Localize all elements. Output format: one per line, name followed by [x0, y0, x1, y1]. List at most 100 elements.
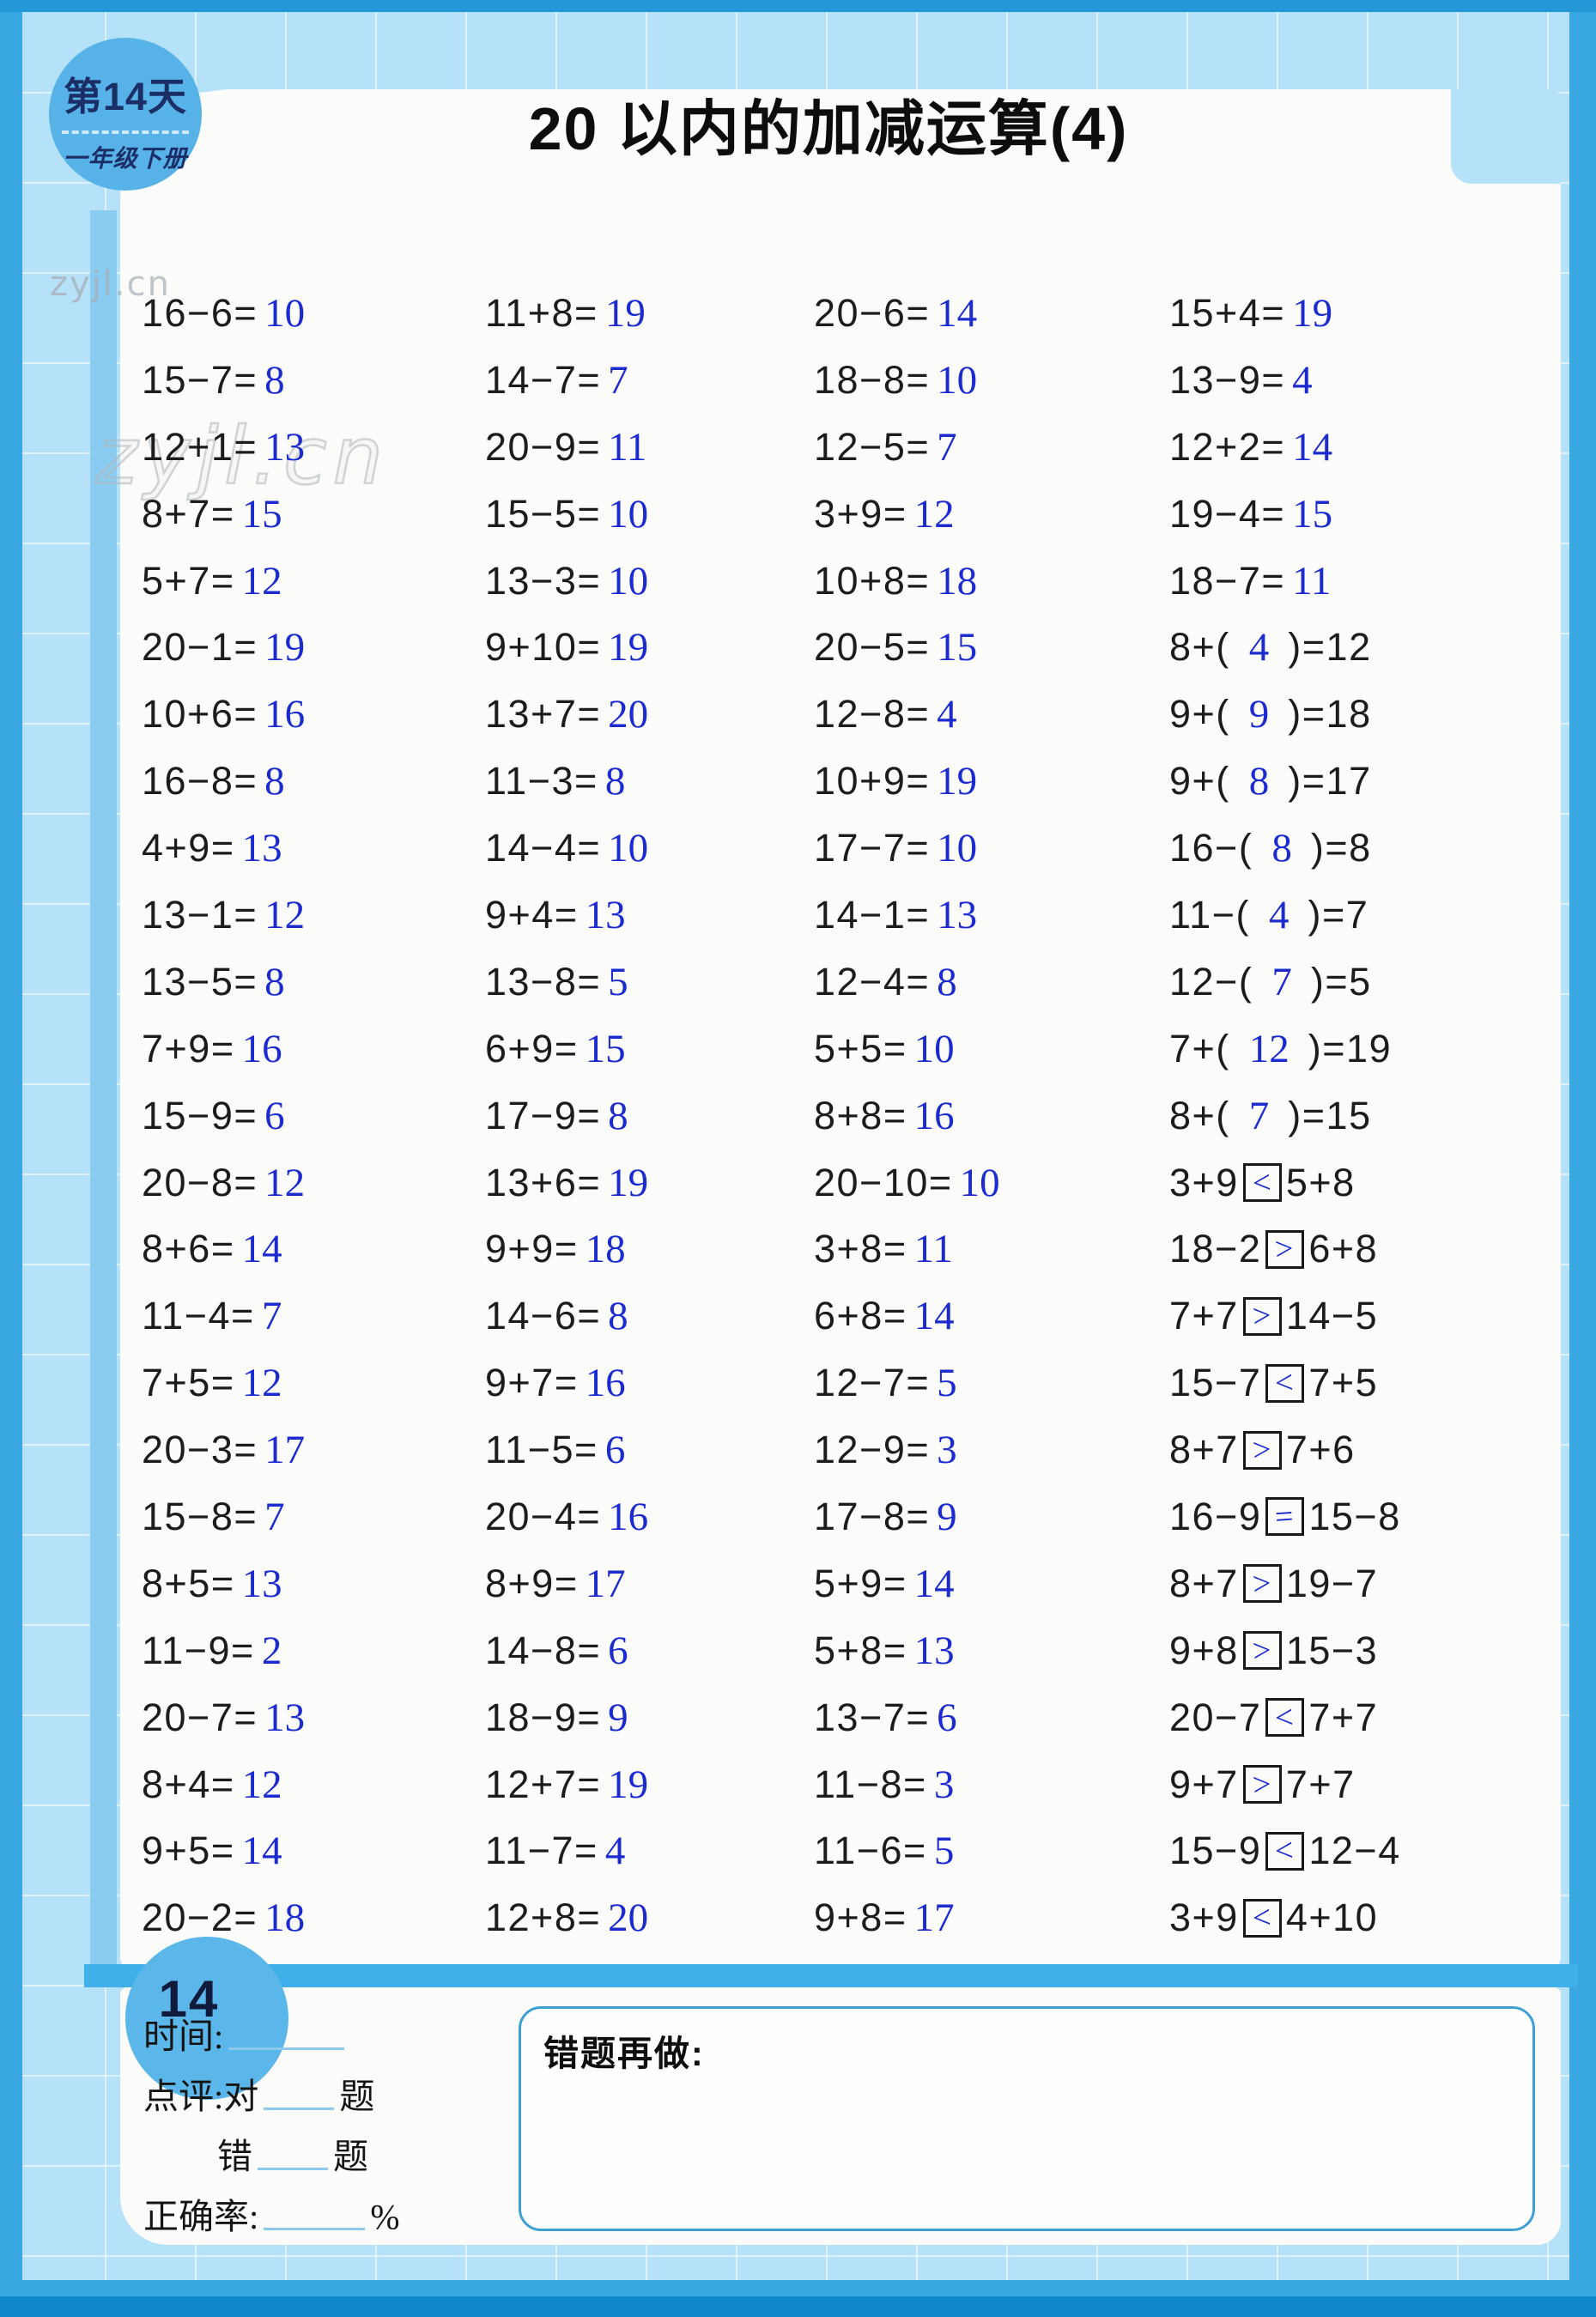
equation-text: 11+8= — [485, 290, 598, 335]
problem: 9+8 >15−3 — [1169, 1617, 1564, 1684]
comparison-box: > — [1242, 1296, 1282, 1336]
equation-text: )=7 — [1308, 892, 1369, 937]
wrong-label: 错 — [217, 2136, 252, 2176]
answer: 15 — [937, 625, 978, 670]
equation-text: 20−7= — [142, 1695, 258, 1739]
problem: 20−8= 12 — [142, 1149, 476, 1216]
problem: 20−5= 15 — [814, 614, 1162, 681]
equation-text: 13−1= — [142, 892, 258, 937]
problem: 20−1= 19 — [142, 614, 476, 681]
problem: 12−9= 3 — [814, 1416, 1162, 1483]
equation-text: 13+6= — [485, 1160, 602, 1204]
problem: 13−1= 12 — [142, 882, 476, 949]
problem: 8+7 >19−7 — [1169, 1550, 1564, 1617]
problem: 14−7= 7 — [485, 347, 807, 414]
problem: 9+5= 14 — [142, 1817, 476, 1884]
answer: 7 — [608, 357, 628, 403]
equation-text: 13−8= — [485, 959, 602, 1004]
equation-text: 8+7 — [1169, 1561, 1239, 1605]
answer: 4 — [1292, 357, 1313, 403]
problem-column-3: 20−6= 14 18−8= 10 12−5= 7 3+9= 12 10+8= 18 20−5= 15… — [814, 280, 1162, 1951]
answer: 8 — [937, 959, 957, 1004]
equation-text: 16−6= — [142, 290, 258, 335]
problem: 15−9= 6 — [142, 1083, 476, 1149]
problem: 10+6= 16 — [142, 681, 476, 748]
answer: 18 — [585, 1227, 626, 1272]
answer: 12 — [264, 1160, 306, 1205]
time-label: 时间: — [143, 2016, 224, 2056]
answer: 10 — [608, 558, 649, 604]
comparison-answer: > — [1251, 1765, 1274, 1804]
problem: 4+9= 13 — [142, 815, 476, 882]
answer: 13 — [264, 424, 306, 470]
equation-text: 8+4= — [142, 1762, 235, 1806]
accuracy-row: 正确率: % — [143, 2175, 504, 2235]
answer: 10 — [264, 290, 306, 336]
equation-text: 13−5= — [142, 959, 258, 1004]
equation-text: 20−8= — [142, 1160, 258, 1204]
answer: 4 — [1248, 625, 1270, 670]
problem: 8+(4)=12 — [1169, 614, 1564, 681]
answer: 20 — [608, 692, 649, 737]
problem: 14−1= 13 — [814, 882, 1162, 949]
problem: 8+7= 15 — [142, 481, 476, 548]
equation-text: 14−6= — [485, 1294, 602, 1338]
problem: 20−7 <7+7 — [1169, 1684, 1564, 1751]
answer: 10 — [608, 491, 649, 537]
answer: 19 — [937, 759, 978, 804]
equation-text: 7+( — [1169, 1026, 1230, 1071]
answer: 19 — [608, 625, 649, 670]
equation-text: 15−9 — [1169, 1829, 1262, 1873]
comparison-box: < — [1265, 1363, 1305, 1403]
answer: 8 — [1271, 826, 1292, 871]
answer: 16 — [241, 1026, 282, 1071]
equation-text: 9+7 — [1169, 1762, 1239, 1806]
equation-text: 4+10 — [1285, 1895, 1379, 1940]
answer: 5 — [608, 959, 628, 1004]
problem: 9+9= 18 — [485, 1216, 807, 1283]
review-correct-row: 点评:对 题 — [143, 2055, 504, 2115]
equation-text: 15−3 — [1285, 1628, 1379, 1672]
answer: 15 — [585, 1026, 626, 1071]
equation-text: 11−8= — [814, 1762, 927, 1806]
answer: 13 — [241, 826, 282, 871]
problem: 15−7 <7+5 — [1169, 1350, 1564, 1416]
answer: 7 — [1248, 1093, 1270, 1138]
equation-text: 20−7 — [1169, 1695, 1262, 1739]
problem: 10+9= 19 — [814, 748, 1162, 815]
equation-text: 15−9= — [142, 1093, 258, 1137]
answer: 7 — [1271, 959, 1292, 1004]
equation-text: )=5 — [1310, 959, 1372, 1004]
answer: 10 — [913, 1026, 955, 1071]
problem: 18−7= 11 — [1169, 548, 1564, 615]
answer: 14 — [937, 290, 978, 336]
comparison-answer: < — [1273, 1832, 1296, 1871]
problem: 12+2= 14 — [1169, 414, 1564, 481]
problem: 13−9= 4 — [1169, 347, 1564, 414]
answer: 12 — [264, 892, 306, 937]
answer: 19 — [608, 1762, 649, 1807]
equation-text: 20−3= — [142, 1428, 258, 1472]
comparison-answer: > — [1251, 1565, 1274, 1603]
problem: 11−8= 3 — [814, 1751, 1162, 1818]
problem: 17−9= 8 — [485, 1083, 807, 1149]
equation-text: 14−5 — [1285, 1294, 1379, 1338]
problem: 18−9= 9 — [485, 1684, 807, 1751]
equation-text: 13−7= — [814, 1695, 931, 1739]
answer: 12 — [241, 558, 282, 604]
equation-text: 9+5= — [142, 1829, 235, 1873]
problem: 15−8= 7 — [142, 1483, 476, 1550]
answer: 19 — [608, 1160, 649, 1205]
redo-wrong-problems-box: 错题再做: — [519, 2006, 1535, 2231]
problem-column-2: 11+8= 19 14−7= 7 20−9= 11 15−5= 10 13−3= 10 9+10= 1… — [485, 280, 807, 1951]
answer: 14 — [241, 1227, 282, 1272]
problem: 8+6= 14 — [142, 1216, 476, 1283]
time-row: 时间: — [143, 1995, 504, 2055]
equation-text: 7+5= — [142, 1361, 235, 1405]
problem: 9+10= 19 — [485, 614, 807, 681]
answer: 5 — [933, 1829, 955, 1874]
problem: 11+8= 19 — [485, 280, 807, 347]
answer: 3 — [933, 1762, 955, 1807]
problem: 15−5= 10 — [485, 481, 807, 548]
equation-text: 12−7= — [814, 1361, 931, 1405]
